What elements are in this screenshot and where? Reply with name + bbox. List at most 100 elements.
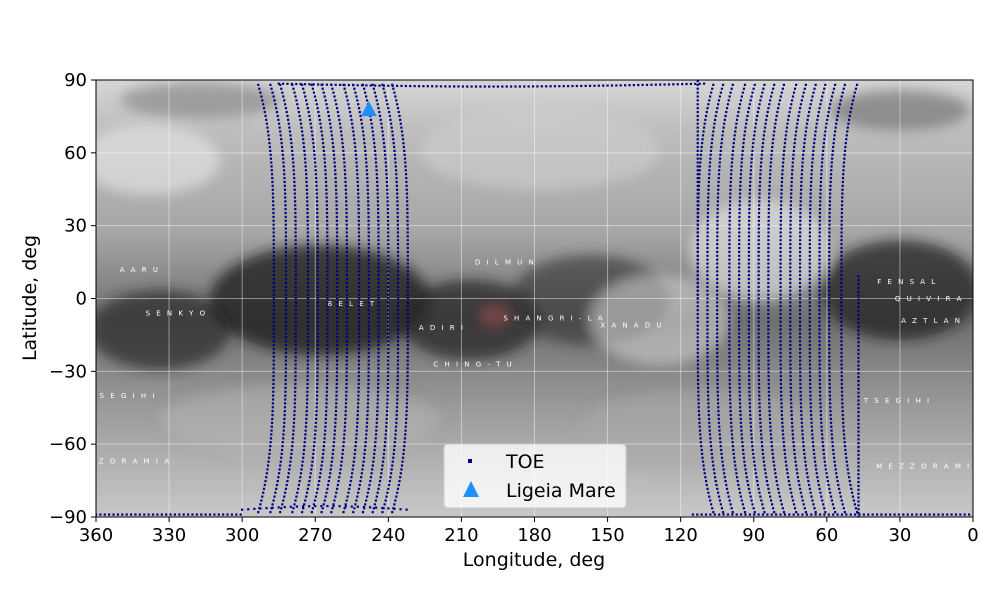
toe-point bbox=[334, 83, 337, 86]
toe-point bbox=[394, 433, 397, 436]
toe-point bbox=[738, 332, 741, 335]
toe-point bbox=[367, 266, 370, 269]
toe-point bbox=[302, 138, 305, 141]
toe-point bbox=[728, 301, 731, 304]
toe-point bbox=[316, 231, 319, 234]
toe-point bbox=[757, 363, 760, 366]
toe-point bbox=[716, 390, 719, 393]
toe-point bbox=[336, 351, 339, 354]
toe-point bbox=[782, 445, 786, 448]
toe-point bbox=[788, 483, 791, 487]
toe-point bbox=[830, 499, 834, 502]
toe-point bbox=[779, 336, 782, 339]
toe-point bbox=[840, 316, 843, 320]
toe-point bbox=[757, 328, 760, 331]
toe-point bbox=[282, 157, 285, 160]
toe-point bbox=[854, 507, 858, 510]
toe-point bbox=[378, 110, 381, 114]
toe-point bbox=[739, 495, 743, 498]
toe-point bbox=[294, 371, 297, 374]
toe-point bbox=[699, 437, 702, 440]
toe-point bbox=[769, 99, 772, 102]
toe-point bbox=[377, 239, 380, 242]
toe-point bbox=[396, 336, 400, 339]
toe-point bbox=[709, 149, 713, 152]
toe-point bbox=[305, 495, 308, 498]
toe-point bbox=[294, 250, 297, 253]
toe-point bbox=[763, 83, 766, 86]
toe-point bbox=[284, 487, 288, 490]
toe-point bbox=[784, 460, 787, 463]
toe-point bbox=[360, 122, 363, 125]
toe-point bbox=[788, 110, 791, 114]
toe-point bbox=[374, 499, 377, 502]
toe-point bbox=[387, 355, 390, 358]
toe-point bbox=[265, 472, 268, 475]
toe-point bbox=[356, 417, 359, 421]
toe-point bbox=[801, 499, 804, 502]
toe-point bbox=[779, 254, 782, 257]
toe-point bbox=[742, 87, 745, 90]
toe-point bbox=[294, 312, 297, 316]
toe-point bbox=[779, 243, 782, 246]
toe-point bbox=[387, 347, 390, 351]
toe-point bbox=[781, 176, 784, 180]
toe-point bbox=[762, 134, 766, 137]
toe-point bbox=[272, 394, 275, 397]
toe-point bbox=[377, 243, 380, 246]
toe-point bbox=[367, 270, 370, 273]
toe-point bbox=[284, 332, 288, 335]
toe-point bbox=[755, 476, 758, 479]
toe-point bbox=[710, 452, 713, 455]
toe-point bbox=[857, 329, 860, 332]
toe-point bbox=[814, 464, 817, 467]
toe-point bbox=[840, 281, 843, 285]
toe-point bbox=[272, 231, 275, 234]
toe-point bbox=[803, 138, 806, 141]
toe-point bbox=[406, 328, 409, 331]
toe-point bbox=[738, 367, 741, 370]
toe-point bbox=[752, 142, 755, 145]
toe-point bbox=[510, 85, 513, 88]
toe-point bbox=[857, 286, 860, 289]
toe-point bbox=[376, 410, 379, 413]
toe-point bbox=[696, 312, 699, 316]
toe-point bbox=[325, 184, 328, 187]
toe-point bbox=[457, 85, 460, 88]
toe-point bbox=[363, 507, 366, 510]
toe-point bbox=[272, 347, 275, 351]
toe-point bbox=[743, 511, 747, 514]
toe-point bbox=[367, 231, 370, 234]
toe-point bbox=[357, 192, 360, 195]
toe-point bbox=[406, 285, 409, 288]
toe-point bbox=[406, 246, 409, 250]
toe-point bbox=[698, 169, 701, 172]
toe-point bbox=[716, 347, 719, 351]
toe-point bbox=[829, 173, 833, 176]
toe-point bbox=[406, 223, 409, 226]
toe-point bbox=[266, 464, 270, 467]
toe-point bbox=[795, 464, 798, 467]
toe-point bbox=[728, 204, 732, 207]
toe-point bbox=[707, 196, 710, 199]
toe-point bbox=[789, 231, 792, 234]
toe-point bbox=[716, 359, 719, 362]
toe-point bbox=[731, 153, 734, 156]
toe-point bbox=[718, 499, 722, 502]
toe-point bbox=[844, 145, 847, 149]
toe-point bbox=[696, 83, 699, 86]
toe-point bbox=[334, 169, 337, 172]
toe-point bbox=[396, 309, 400, 312]
toe-point bbox=[819, 188, 822, 191]
toe-point bbox=[357, 227, 361, 230]
toe-point bbox=[855, 83, 859, 86]
toe-point bbox=[325, 410, 328, 413]
toe-point bbox=[354, 503, 357, 506]
toe-point bbox=[318, 479, 321, 483]
toe-point bbox=[798, 254, 802, 257]
toe-point bbox=[269, 157, 273, 160]
toe-point bbox=[728, 312, 731, 316]
toe-point bbox=[717, 188, 720, 191]
toe-point bbox=[366, 188, 369, 191]
